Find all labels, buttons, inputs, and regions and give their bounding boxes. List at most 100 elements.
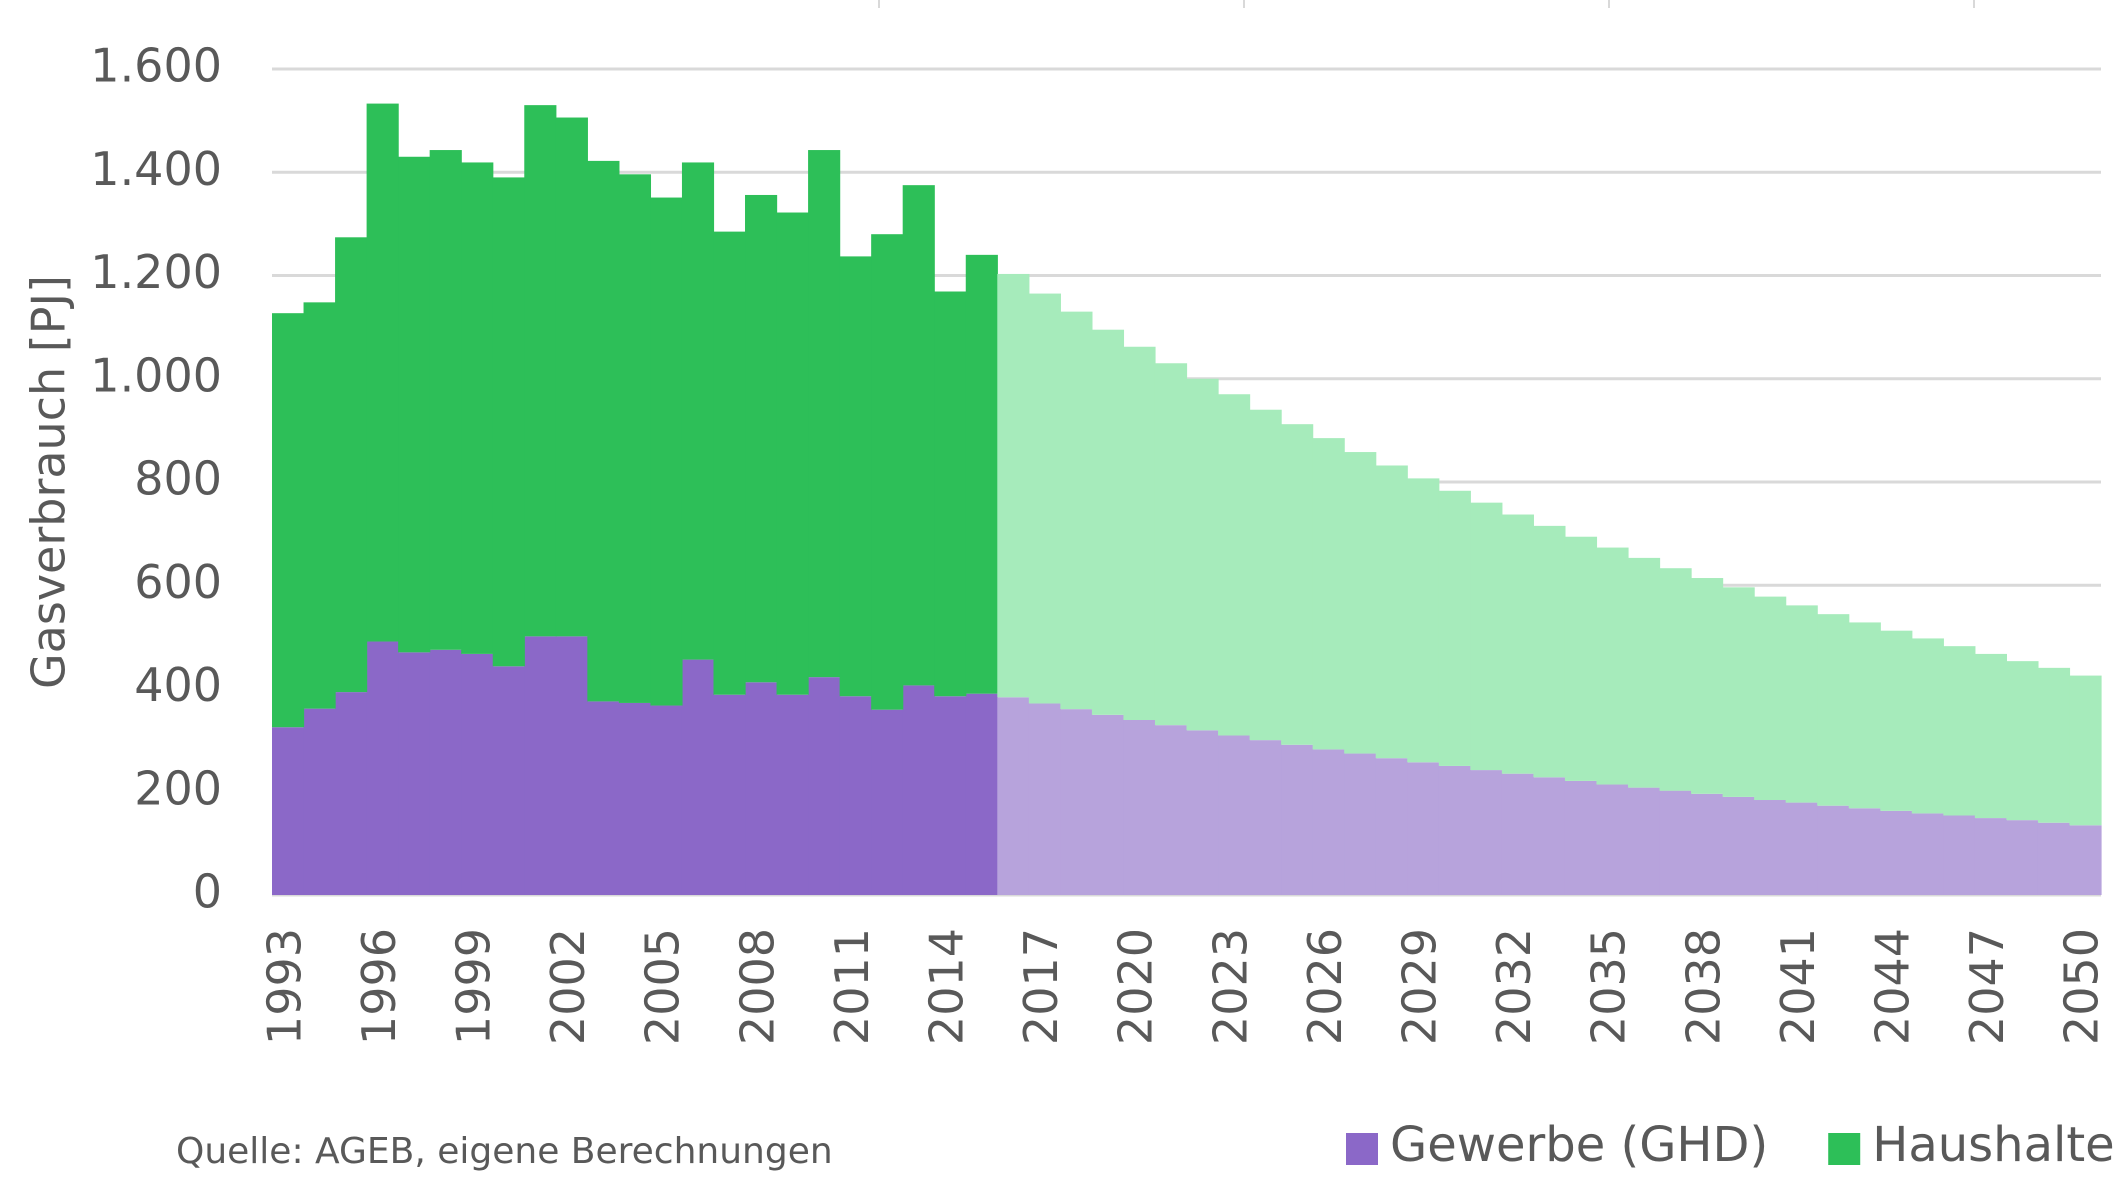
bar-segment bbox=[1091, 714, 1125, 895]
bar-segment bbox=[429, 150, 462, 650]
x-tick-label: 2038 bbox=[1676, 928, 1730, 1045]
bar-segment bbox=[1596, 547, 1629, 785]
bar-segment bbox=[1218, 735, 1251, 895]
bar-segment bbox=[965, 254, 998, 694]
bar-segment bbox=[1407, 762, 1440, 895]
bar-segment bbox=[618, 702, 652, 895]
bar-segment bbox=[1627, 557, 1661, 788]
y-tick-label: 600 bbox=[134, 555, 222, 609]
bar-segment bbox=[1564, 536, 1598, 781]
bar-segment bbox=[1375, 758, 1408, 895]
bar-segment bbox=[1312, 438, 1345, 750]
x-tick-label: 2014 bbox=[919, 928, 973, 1045]
bar-segment bbox=[1312, 749, 1345, 895]
bar-segment bbox=[1659, 790, 1692, 895]
x-tick-label: 2008 bbox=[730, 928, 784, 1045]
bar-segment bbox=[587, 701, 620, 895]
bar-segment bbox=[1627, 787, 1661, 895]
y-axis-label: Gasverbrauch [PJ] bbox=[22, 275, 76, 689]
bar-segment bbox=[1564, 780, 1598, 895]
bar-segment bbox=[1596, 784, 1629, 895]
bar-segment bbox=[1438, 765, 1471, 895]
bar-segment bbox=[1754, 596, 1787, 801]
x-tick-label: 2026 bbox=[1298, 928, 1352, 1045]
x-tick-label: 2044 bbox=[1866, 928, 1920, 1045]
bar-segment bbox=[461, 653, 494, 895]
bar-segment bbox=[1691, 793, 1724, 895]
x-tick-label: 2002 bbox=[541, 928, 595, 1045]
y-tick-label: 0 bbox=[193, 865, 222, 919]
bar-segment bbox=[1154, 725, 1188, 895]
bar-segment bbox=[1754, 800, 1787, 895]
bar-segment bbox=[303, 302, 336, 709]
bar-segment bbox=[1249, 409, 1282, 741]
bar-segment bbox=[1659, 568, 1692, 791]
bar-segment bbox=[1375, 465, 1408, 759]
x-tick-label: 1993 bbox=[257, 928, 311, 1045]
bar-segment bbox=[1438, 490, 1471, 766]
bar-segment bbox=[1470, 770, 1503, 895]
bar-segment bbox=[902, 185, 935, 686]
bar-segment bbox=[366, 641, 399, 895]
bar-segment bbox=[1691, 578, 1724, 794]
bar-segment bbox=[1028, 703, 1061, 895]
bar-segment bbox=[1974, 653, 2007, 819]
x-tick-label: 2023 bbox=[1203, 928, 1257, 1045]
bar-segment bbox=[587, 160, 620, 702]
bar-segment bbox=[1344, 753, 1377, 895]
bar-segment bbox=[839, 696, 872, 895]
legend-label: Haushalte bbox=[1872, 1117, 2114, 1173]
x-tick-label: 2050 bbox=[2055, 928, 2109, 1045]
y-tick-label: 1.600 bbox=[90, 39, 222, 93]
bar-segment bbox=[1848, 808, 1881, 895]
y-tick-label: 200 bbox=[134, 761, 222, 815]
bar-segment bbox=[1501, 773, 1534, 895]
bar-segment bbox=[745, 682, 778, 895]
bar-segment bbox=[1817, 805, 1850, 895]
bar-segment bbox=[1533, 525, 1566, 778]
bar-segment bbox=[997, 697, 1030, 895]
bar-segment bbox=[1123, 346, 1156, 720]
y-tick-label: 800 bbox=[134, 452, 222, 506]
bar-segment bbox=[1060, 709, 1093, 895]
bar-segment bbox=[1785, 605, 1818, 803]
x-tick-label: 1999 bbox=[446, 928, 500, 1045]
source: Quelle: AGEB, eigene Berechnungen bbox=[176, 1131, 833, 1172]
x-tick-label: 2020 bbox=[1109, 928, 1163, 1045]
y-tick-label: 400 bbox=[134, 658, 222, 712]
bar-segment bbox=[1722, 587, 1755, 797]
bar-segment bbox=[1722, 796, 1755, 895]
y-tick-label: 1.200 bbox=[90, 245, 222, 299]
x-tick-label: 2035 bbox=[1582, 928, 1636, 1045]
bar-segment bbox=[272, 313, 305, 728]
y-tick-label: 1.000 bbox=[90, 348, 222, 402]
x-tick-label: 1996 bbox=[352, 928, 406, 1045]
bar-segment bbox=[1943, 646, 1976, 816]
x-tick-label: 2017 bbox=[1014, 928, 1068, 1045]
bar-segment bbox=[871, 234, 904, 710]
bar-segment bbox=[650, 705, 683, 895]
bar-segment bbox=[650, 197, 683, 706]
bar-segment bbox=[2006, 661, 2039, 821]
bar-segment bbox=[1249, 740, 1282, 895]
bar-segment bbox=[776, 212, 809, 695]
bar-segment bbox=[492, 177, 525, 667]
bar-segment bbox=[2006, 820, 2039, 895]
bar-segment bbox=[1186, 378, 1219, 731]
bar-segment bbox=[1091, 329, 1125, 715]
bar-segment bbox=[1123, 719, 1156, 895]
bar-segment bbox=[1186, 730, 1219, 895]
bar-segment bbox=[1943, 815, 1976, 895]
plot bbox=[272, 67, 2102, 897]
bar-segment bbox=[492, 666, 525, 895]
bar-segment bbox=[808, 677, 841, 895]
bar-segment bbox=[681, 162, 715, 660]
y-tick-label: 1.400 bbox=[90, 142, 222, 196]
bar-segment bbox=[272, 727, 305, 895]
bar-segment bbox=[681, 659, 715, 895]
bar-segment bbox=[524, 105, 557, 637]
bar-segment bbox=[871, 709, 904, 895]
bar-segment bbox=[461, 162, 494, 654]
bar-segment bbox=[1817, 614, 1850, 806]
